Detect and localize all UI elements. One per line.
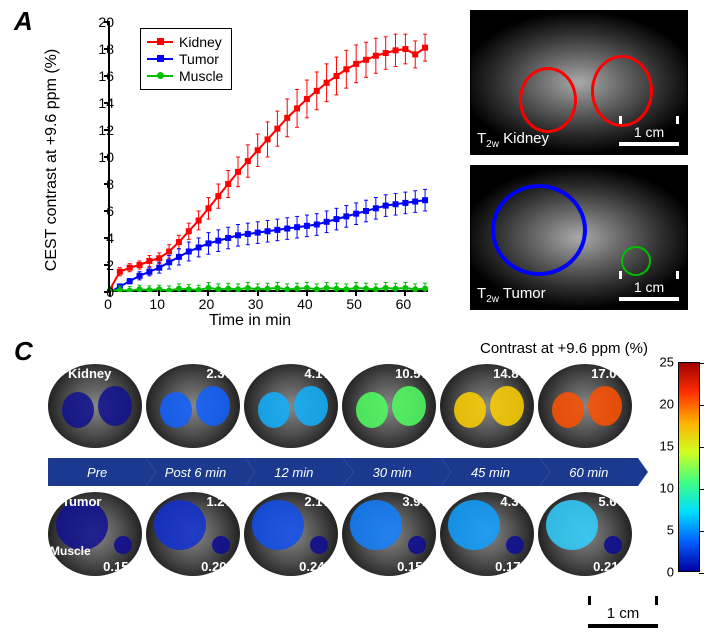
colorbar-tick: 0: [667, 565, 674, 580]
x-tick: 30: [248, 296, 264, 312]
mri-tumor-image: T2w Tumor 1 cm: [470, 165, 688, 310]
chart-legend: KidneyTumorMuscle: [140, 28, 232, 90]
kidney-row-label: Kidney: [68, 366, 111, 381]
roi-outline: [519, 67, 577, 133]
y-tick: 8: [106, 176, 114, 192]
panel-a-label: A: [14, 6, 33, 37]
kidney-thumb-row: Kidney 2.3% 4.1% 10.5% 14.8% 17.0%: [48, 364, 632, 448]
legend-item: Tumor: [147, 51, 223, 67]
x-axis-label: Time in min: [209, 312, 291, 330]
y-tick: 16: [98, 68, 114, 84]
mri-tumor-caption: T2w Tumor: [477, 285, 546, 305]
colorbar-tick: 15: [660, 439, 674, 454]
panel-c-container: Contrast at +9.6 ppm (%) Kidney 2.3% 4.1% 1…: [18, 340, 708, 630]
tumor-thumb: 4.3% 0.17%: [440, 492, 534, 576]
tumor-thumb: 5.6% 0.21%: [538, 492, 632, 576]
kidney-thumb: 14.8%: [440, 364, 534, 448]
y-tick: 20: [98, 14, 114, 30]
colorbar-tick: 20: [660, 397, 674, 412]
x-tick: 10: [149, 296, 165, 312]
colorbar-tick: 10: [660, 481, 674, 496]
panel-b-container: T2w Kidney 1 cm T2w Tumor 1 cm: [470, 10, 700, 320]
tumor-thumb: 3.9% 0.15%: [342, 492, 436, 576]
tumor-value: 3.9%: [402, 494, 432, 509]
muscle-value: 0.17%: [495, 559, 532, 574]
timepoint: 60 min: [540, 458, 638, 486]
tumor-thumb: 2.1% 0.24%: [244, 492, 338, 576]
kidney-thumb: Kidney: [48, 364, 142, 448]
legend-item: Muscle: [147, 68, 223, 84]
tumor-value: 4.3%: [500, 494, 530, 509]
timepoint: 45 min: [441, 458, 539, 486]
kidney-value: 10.5%: [395, 366, 432, 381]
y-tick: 10: [98, 149, 114, 165]
kidney-thumb: 17.0%: [538, 364, 632, 448]
muscle-value: 0.15%: [397, 559, 434, 574]
timeline: PrePost 6 min12 min30 min45 min60 min: [48, 458, 638, 486]
x-tick: 20: [199, 296, 215, 312]
tumor-thumb: 0.15% Tumor Muscle: [48, 492, 142, 576]
timepoint: 30 min: [343, 458, 441, 486]
timepoint: 12 min: [245, 458, 343, 486]
kidney-value: 2.3%: [206, 366, 236, 381]
mri-kidney-image: T2w Kidney 1 cm: [470, 10, 688, 155]
tumor-thumb: 1.2% 0.20%: [146, 492, 240, 576]
legend-item: Kidney: [147, 34, 223, 50]
tumor-value: 1.2%: [206, 494, 236, 509]
y-tick: 14: [98, 95, 114, 111]
y-tick: 18: [98, 41, 114, 57]
muscle-value: 0.20%: [201, 559, 238, 574]
y-axis-label: CEST contrast at +9.6 ppm (%): [43, 49, 61, 271]
colorbar-tick: 25: [660, 355, 674, 370]
muscle-value: 0.24%: [299, 559, 336, 574]
kidney-thumb: 2.3%: [146, 364, 240, 448]
scalebar-tumor: 1 cm: [619, 271, 679, 301]
kidney-value: 14.8%: [493, 366, 530, 381]
muscle-value: 0.21%: [593, 559, 630, 574]
timepoint: Post 6 min: [146, 458, 244, 486]
roi-outline: [591, 55, 653, 127]
timepoint: Pre: [48, 458, 146, 486]
x-tick: 60: [396, 296, 412, 312]
x-tick: 40: [297, 296, 313, 312]
muscle-row-label: Muscle: [50, 544, 91, 558]
colorbar-title: Contrast at +9.6 ppm (%): [480, 340, 648, 357]
tumor-thumb-row: 0.15% Tumor Muscle 1.2% 0.20% 2.1% 0.24% 3.9% 0.…: [48, 492, 632, 576]
tumor-value: 5.6%: [598, 494, 628, 509]
panel-a-chart: CEST contrast at +9.6 ppm (%) Time in mi…: [50, 10, 440, 328]
colorbar: [678, 362, 700, 572]
y-tick: 2: [106, 257, 114, 273]
roi-outline: [621, 246, 651, 276]
x-tick: 0: [104, 296, 112, 312]
roi-outline: [491, 184, 587, 276]
kidney-value: 17.0%: [591, 366, 628, 381]
mri-kidney-caption: T2w Kidney: [477, 130, 549, 150]
colorbar-tick: 5: [667, 523, 674, 538]
y-tick: 12: [98, 122, 114, 138]
y-tick: 4: [106, 230, 114, 246]
y-tick: 6: [106, 203, 114, 219]
muscle-value: 0.15%: [103, 559, 140, 574]
kidney-thumb: 4.1%: [244, 364, 338, 448]
x-tick: 50: [346, 296, 362, 312]
panel-c-scalebar: 1 cm: [588, 596, 658, 628]
tumor-value: 2.1%: [304, 494, 334, 509]
tumor-row-label: Tumor: [62, 494, 101, 509]
kidney-value: 4.1%: [304, 366, 334, 381]
kidney-thumb: 10.5%: [342, 364, 436, 448]
